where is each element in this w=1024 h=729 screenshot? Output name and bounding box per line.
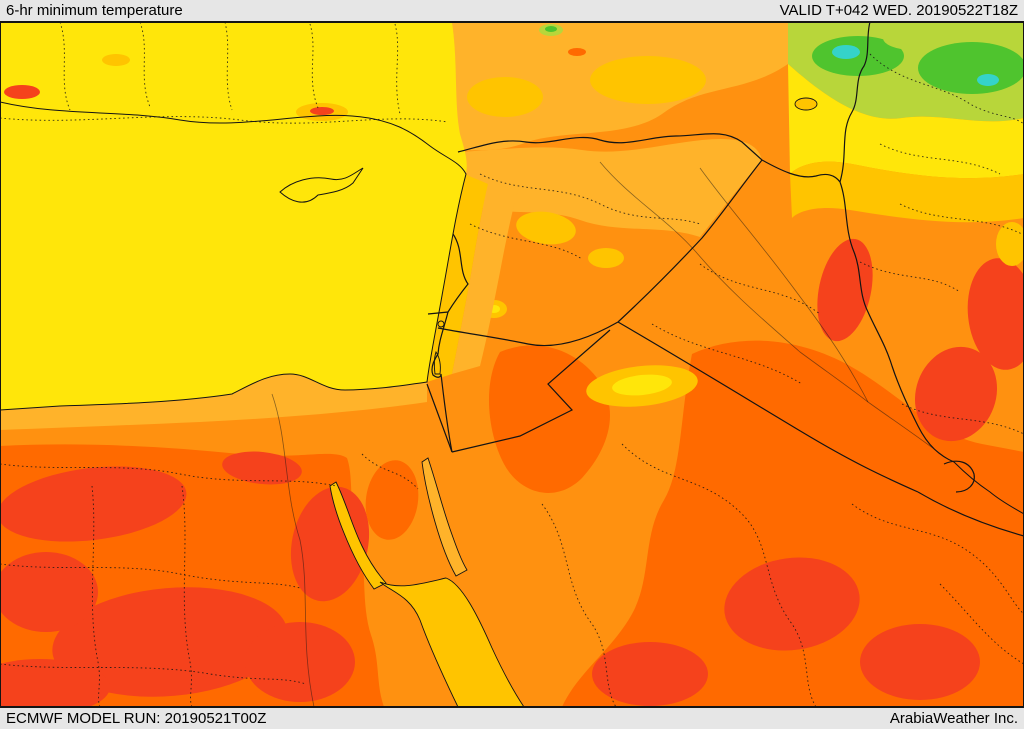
map-header-bar: 6-hr minimum temperature VALID T+042 WED… (0, 0, 1024, 22)
coastlines (0, 101, 1024, 515)
gulf-of-aqaba (421, 457, 468, 577)
lake-van (794, 97, 818, 111)
cyprus-coastline (279, 167, 364, 203)
water-bodies (329, 97, 818, 707)
temperature-map-svg (0, 22, 1024, 707)
sea-of-galilee (437, 320, 445, 328)
model-run-label: ECMWF MODEL RUN: 20190521T00Z (6, 709, 267, 727)
map-footer-bar: ECMWF MODEL RUN: 20190521T00Z ArabiaWeat… (0, 707, 1024, 729)
tigris-river (699, 167, 869, 403)
credit-label: ArabiaWeather Inc. (889, 709, 1018, 727)
euphrates-river (599, 161, 869, 403)
temperature-shading (0, 22, 1024, 707)
temperature-map (0, 22, 1024, 707)
country-borders (426, 22, 1024, 537)
red-sea (379, 577, 525, 707)
gulf-of-suez (329, 481, 387, 590)
rivers (271, 161, 947, 707)
valid-time-label: VALID T+042 WED. 20190522T18Z (779, 1, 1018, 19)
map-title: 6-hr minimum temperature (6, 1, 183, 19)
nile-river (271, 393, 315, 707)
